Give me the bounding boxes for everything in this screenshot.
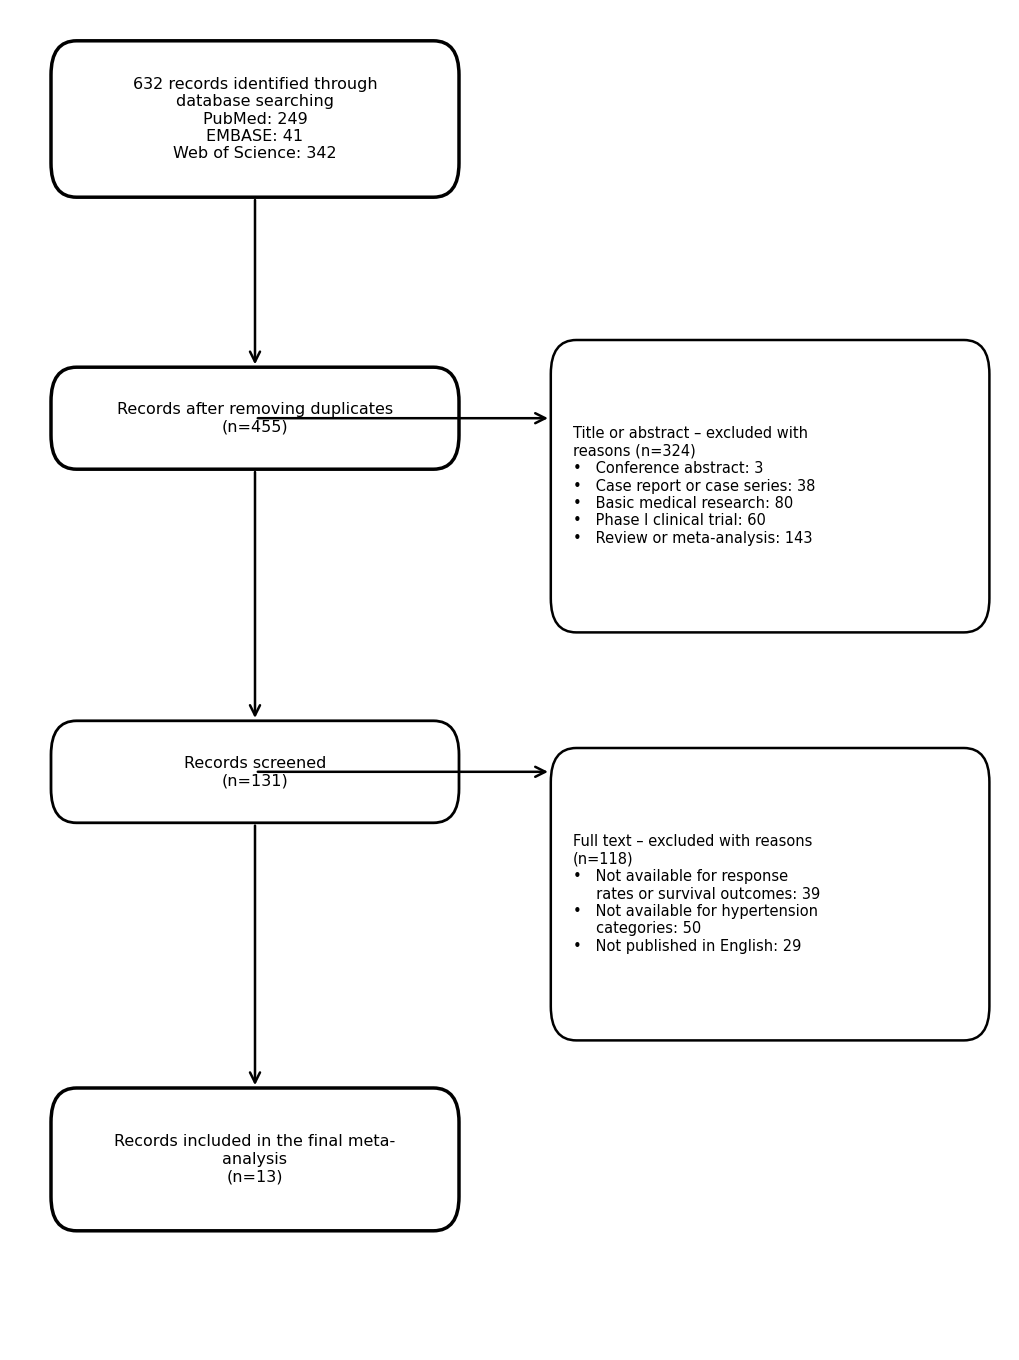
FancyBboxPatch shape xyxy=(550,340,988,632)
FancyBboxPatch shape xyxy=(51,367,459,469)
Text: Title or abstract – excluded with
reasons (n=324)
•   Conference abstract: 3
•  : Title or abstract – excluded with reason… xyxy=(573,427,815,545)
FancyBboxPatch shape xyxy=(51,1088,459,1231)
Text: Full text – excluded with reasons
(n=118)
•   Not available for response
     ra: Full text – excluded with reasons (n=118… xyxy=(573,835,819,953)
Text: Records screened
(n=131): Records screened (n=131) xyxy=(183,756,326,787)
FancyBboxPatch shape xyxy=(51,41,459,197)
Text: Records included in the final meta-
analysis
(n=13): Records included in the final meta- anal… xyxy=(114,1134,395,1185)
FancyBboxPatch shape xyxy=(550,748,988,1040)
Text: 632 records identified through
database searching
PubMed: 249
EMBASE: 41
Web of : 632 records identified through database … xyxy=(132,76,377,162)
Text: Records after removing duplicates
(n=455): Records after removing duplicates (n=455… xyxy=(117,403,392,434)
FancyBboxPatch shape xyxy=(51,721,459,823)
